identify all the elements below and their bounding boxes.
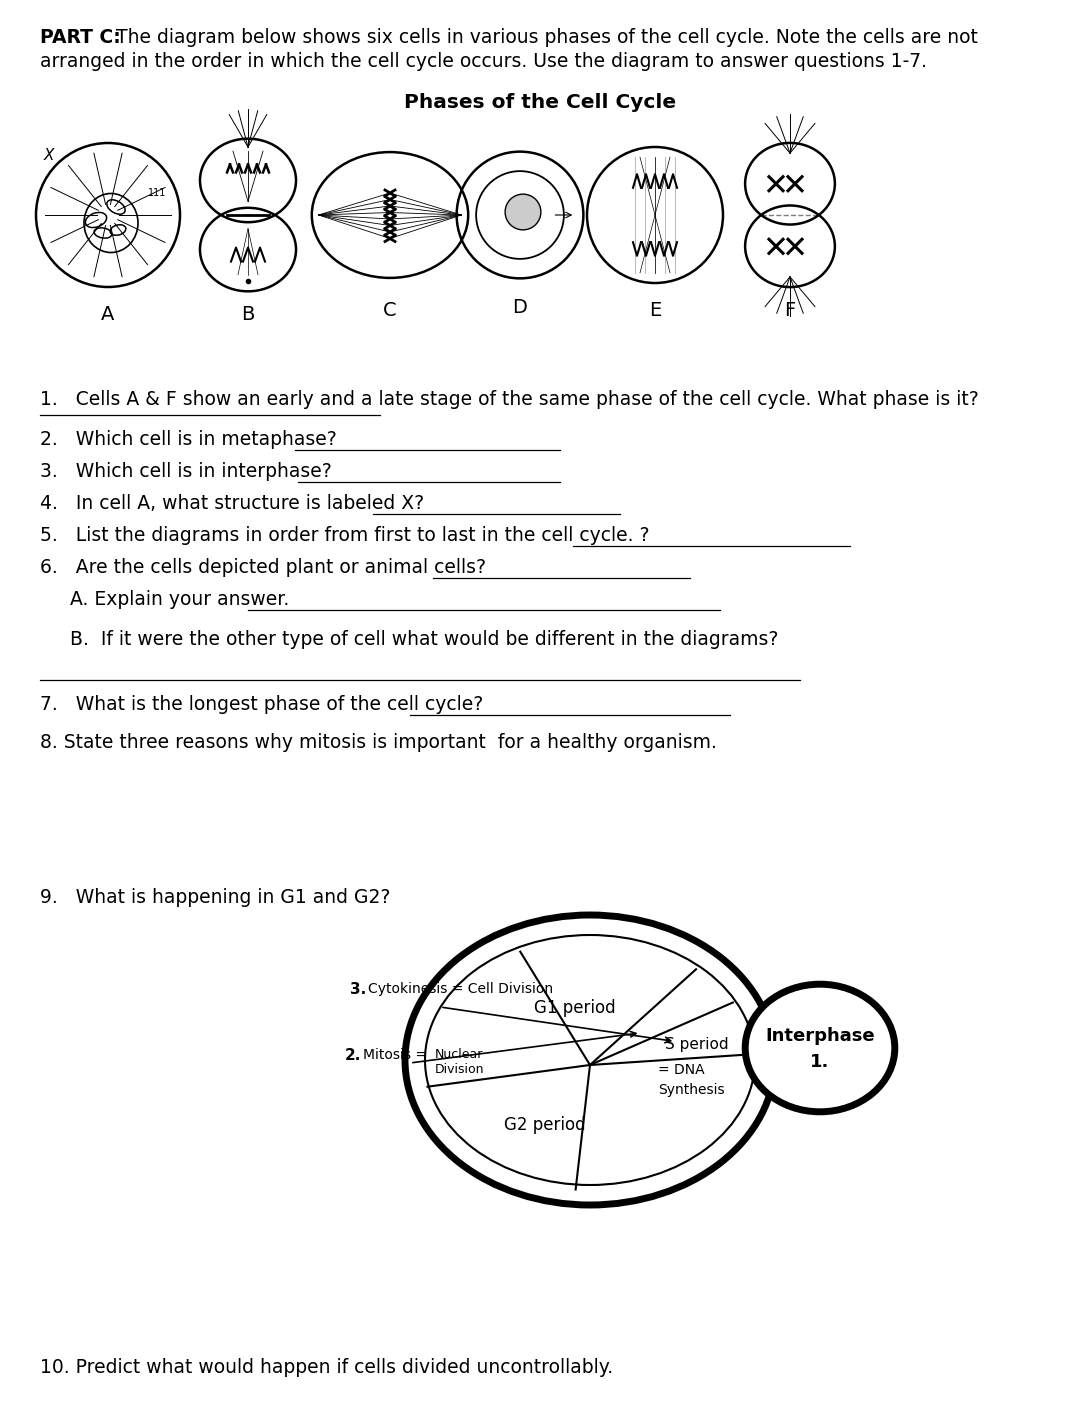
- Text: 111: 111: [148, 188, 166, 198]
- Text: Mitosis =: Mitosis =: [363, 1048, 427, 1062]
- Text: Nuclear: Nuclear: [435, 1048, 484, 1061]
- Text: B: B: [241, 304, 255, 324]
- Text: 2.: 2.: [345, 1048, 362, 1063]
- Text: 3.: 3.: [350, 983, 366, 997]
- Text: A. Explain your answer.: A. Explain your answer.: [40, 590, 289, 609]
- Text: 5.   List the diagrams in order from first to last in the cell cycle. ?: 5. List the diagrams in order from first…: [40, 525, 649, 545]
- Text: PART C:: PART C:: [40, 28, 121, 47]
- Text: F: F: [784, 302, 796, 320]
- Text: 4.   In cell A, what structure is labeled X?: 4. In cell A, what structure is labeled …: [40, 494, 424, 513]
- Ellipse shape: [505, 194, 541, 229]
- Text: E: E: [649, 302, 661, 320]
- Text: Interphase: Interphase: [766, 1027, 875, 1045]
- Text: The diagram below shows six cells in various phases of the cell cycle. Note the : The diagram below shows six cells in var…: [110, 28, 977, 47]
- Text: S period: S period: [665, 1038, 729, 1052]
- Text: X: X: [43, 149, 54, 163]
- Text: Cytokinesis = Cell Division: Cytokinesis = Cell Division: [368, 983, 553, 995]
- Text: G1 period: G1 period: [535, 1000, 616, 1017]
- Text: 10. Predict what would happen if cells divided uncontrollably.: 10. Predict what would happen if cells d…: [40, 1358, 613, 1376]
- Text: 1.   Cells A & F show an early and a late stage of the same phase of the cell cy: 1. Cells A & F show an early and a late …: [40, 389, 978, 409]
- Text: D: D: [513, 297, 527, 317]
- Text: C: C: [383, 302, 396, 320]
- Text: arranged in the order in which the cell cycle occurs. Use the diagram to answer : arranged in the order in which the cell …: [40, 52, 927, 71]
- Text: 7.   What is the longest phase of the cell cycle?: 7. What is the longest phase of the cell…: [40, 695, 483, 714]
- Text: 1.: 1.: [810, 1054, 829, 1070]
- Text: 2.   Which cell is in metaphase?: 2. Which cell is in metaphase?: [40, 430, 337, 449]
- Text: A: A: [102, 304, 114, 324]
- Text: B.  If it were the other type of cell what would be different in the diagrams?: B. If it were the other type of cell wha…: [40, 630, 779, 649]
- Text: G2 period: G2 period: [504, 1116, 585, 1134]
- Text: 9.   What is happening in G1 and G2?: 9. What is happening in G1 and G2?: [40, 888, 390, 908]
- Ellipse shape: [426, 935, 755, 1185]
- Text: Phases of the Cell Cycle: Phases of the Cell Cycle: [404, 93, 676, 112]
- Text: Synthesis: Synthesis: [658, 1083, 725, 1097]
- Text: = DNA: = DNA: [658, 1063, 704, 1078]
- Text: 8. State three reasons why mitosis is important  for a healthy organism.: 8. State three reasons why mitosis is im…: [40, 733, 717, 752]
- Text: Division: Division: [435, 1063, 485, 1076]
- Text: 6.   Are the cells depicted plant or animal cells?: 6. Are the cells depicted plant or anima…: [40, 558, 486, 576]
- Ellipse shape: [745, 984, 895, 1112]
- Text: 3.   Which cell is in interphase?: 3. Which cell is in interphase?: [40, 462, 332, 481]
